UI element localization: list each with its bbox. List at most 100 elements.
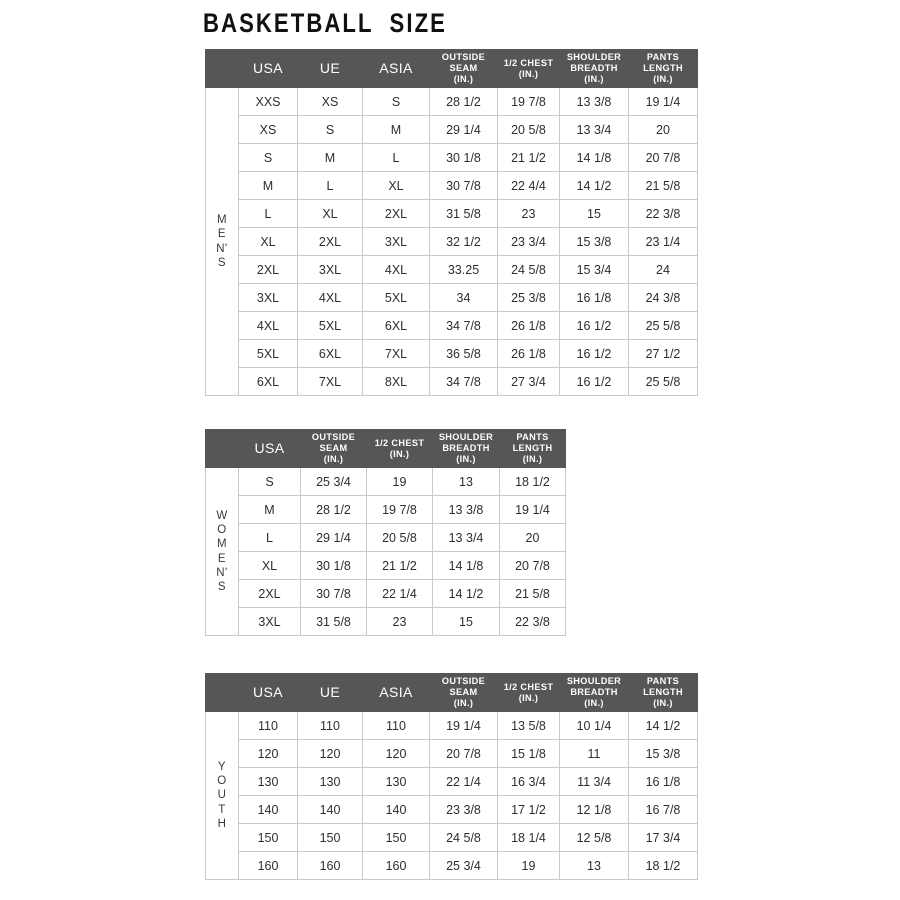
- table-cell: 14 1/2: [559, 171, 629, 200]
- table-cell: 6XL: [297, 339, 363, 368]
- table-cell: 24 3/8: [628, 283, 698, 312]
- group-label-char: S: [217, 256, 227, 269]
- table-cell: 29 1/4: [300, 523, 367, 552]
- table-row: M 28 1/2 19 7/8 13 3/8 19 1/4: [206, 495, 566, 524]
- column-header-unit: (IN.): [518, 692, 539, 703]
- table-cell: 19 7/8: [497, 87, 560, 116]
- table-cell: L: [297, 171, 363, 200]
- table-header-row: USA OUTSIDE SEAM (IN.) 1/2 CHEST (IN.) SHOULD…: [205, 429, 566, 468]
- table-cell: 21 5/8: [499, 579, 566, 608]
- column-header-unit: (IN.): [453, 698, 474, 708]
- table-cell: 130: [238, 767, 298, 796]
- table-cell: 120: [362, 739, 430, 768]
- table-cell: 15 3/8: [628, 739, 698, 768]
- table-cell: 33.25: [429, 255, 498, 284]
- table-row: 3XL 31 5/8 23 15 22 3/8: [206, 607, 566, 636]
- table-cell: 14 1/8: [559, 143, 629, 172]
- page-title: BASKETBALL SIZE: [203, 8, 447, 38]
- table-row: 4XL 5XL 6XL 34 7/8 26 1/8 16 1/2 25 5/8: [206, 311, 698, 340]
- column-header-label: 1/2 CHEST: [374, 437, 425, 448]
- table-cell: 16 1/8: [628, 767, 698, 796]
- column-header-label: PANTS LENGTH: [643, 52, 683, 73]
- table-cell: L: [362, 143, 430, 172]
- column-header-outside-seam: OUTSIDE SEAM (IN.): [429, 49, 498, 88]
- table-row: XL 2XL 3XL 32 1/2 23 3/4 15 3/8 23 1/4: [206, 227, 698, 256]
- table-cell: 160: [238, 851, 298, 880]
- table-cell: 13 3/8: [559, 87, 629, 116]
- table-cell: 2XL: [297, 227, 363, 256]
- table-cell: 12 1/8: [559, 795, 629, 824]
- table-cell: 13: [559, 851, 629, 880]
- table-cell: 34: [429, 283, 498, 312]
- table-cell: 5XL: [362, 283, 430, 312]
- table-cell: M: [238, 171, 298, 200]
- column-header-label: 1/2 CHEST: [503, 57, 554, 68]
- table-cell: 5XL: [297, 311, 363, 340]
- column-header-unit: (IN.): [323, 454, 344, 464]
- column-header-shoulder-breadth: SHOULDER BREADTH (IN.): [559, 673, 629, 712]
- column-header-ue: UE: [297, 673, 363, 712]
- column-header-pants-length: PANTS LENGTH (IN.): [628, 49, 698, 88]
- table-cell: 23: [497, 199, 560, 228]
- table-cell: 5XL: [238, 339, 298, 368]
- table-cell: 19 1/4: [499, 495, 566, 524]
- table-cell: 11 3/4: [559, 767, 629, 796]
- column-header-label: OUTSIDE SEAM: [441, 52, 486, 73]
- table-cell: S: [362, 87, 430, 116]
- table-cell: 29 1/4: [429, 115, 498, 144]
- table-cell: 30 7/8: [300, 579, 367, 608]
- group-label-char: N': [216, 566, 228, 579]
- table-cell: 28 1/2: [429, 87, 498, 116]
- table-cell: 18 1/2: [628, 851, 698, 880]
- table-cell: 20 7/8: [429, 739, 498, 768]
- column-header-label: SHOULDER BREADTH: [438, 432, 494, 453]
- group-label-char: O: [217, 524, 227, 537]
- column-header-label: SHOULDER BREADTH: [566, 676, 622, 697]
- table-cell: 120: [238, 739, 298, 768]
- table-cell: XL: [362, 171, 430, 200]
- table-cell: 3XL: [297, 255, 363, 284]
- size-table-womens: USA OUTSIDE SEAM (IN.) 1/2 CHEST (IN.) SHOULD…: [205, 429, 566, 636]
- table-cell: 130: [297, 767, 363, 796]
- column-header-unit: (IN.): [584, 698, 604, 708]
- table-cell: 13 3/8: [432, 495, 500, 524]
- table-cell: 31 5/8: [429, 199, 498, 228]
- table-cell: 34 7/8: [429, 367, 498, 396]
- table-cell: 19 7/8: [366, 495, 433, 524]
- table-row: 2XL 30 7/8 22 1/4 14 1/2 21 5/8: [206, 579, 566, 608]
- table-cell: 140: [238, 795, 298, 824]
- table-row: 5XL 6XL 7XL 36 5/8 26 1/8 16 1/2 27 1/2: [206, 339, 698, 368]
- column-header-label: OUTSIDE SEAM: [311, 432, 356, 453]
- table-cell: 34 7/8: [429, 311, 498, 340]
- table-cell: 23 3/8: [429, 795, 498, 824]
- group-label-char: O: [217, 775, 227, 788]
- table-cell: 21 5/8: [628, 171, 698, 200]
- table-cell: 7XL: [362, 339, 430, 368]
- size-table-youth: USA UE ASIA OUTSIDE SEAM (IN.) 1/2 CHEST (IN.)…: [205, 673, 698, 880]
- table-cell: 28 1/2: [300, 495, 367, 524]
- column-header-pants-length: PANTS LENGTH (IN.): [628, 673, 698, 712]
- table-cell: 14 1/8: [432, 551, 500, 580]
- table-cell: 15: [432, 607, 500, 636]
- table-cell: 140: [297, 795, 363, 824]
- table-cell: 6XL: [238, 367, 298, 396]
- table-cell: 3XL: [238, 607, 301, 636]
- table-cell: 16 7/8: [628, 795, 698, 824]
- column-header-outside-seam: OUTSIDE SEAM (IN.): [300, 429, 367, 468]
- table-cell: 16 1/8: [559, 283, 629, 312]
- group-label-char: H: [217, 817, 227, 830]
- table-cell: 36 5/8: [429, 339, 498, 368]
- table-cell: XXS: [238, 87, 298, 116]
- table-row: 120 120 120 20 7/8 15 1/8 11 15 3/8: [206, 739, 698, 768]
- table-cell: 150: [297, 823, 363, 852]
- column-header-1-2-chest: 1/2 CHEST (IN.): [366, 429, 433, 468]
- table-cell: 20 5/8: [366, 523, 433, 552]
- table-cell: 12 5/8: [559, 823, 629, 852]
- table-row: W O M E N' S S 25 3/4 19 13 18 1/2: [205, 467, 566, 636]
- table-cell: 110: [238, 711, 298, 740]
- table-cell: 13 3/4: [432, 523, 500, 552]
- table-cell: 3XL: [362, 227, 430, 256]
- table-cell: 15 3/4: [559, 255, 629, 284]
- table-header-row: USA UE ASIA OUTSIDE SEAM (IN.) 1/2 CHEST (IN.)…: [205, 673, 698, 712]
- table-cell: 23 3/4: [497, 227, 560, 256]
